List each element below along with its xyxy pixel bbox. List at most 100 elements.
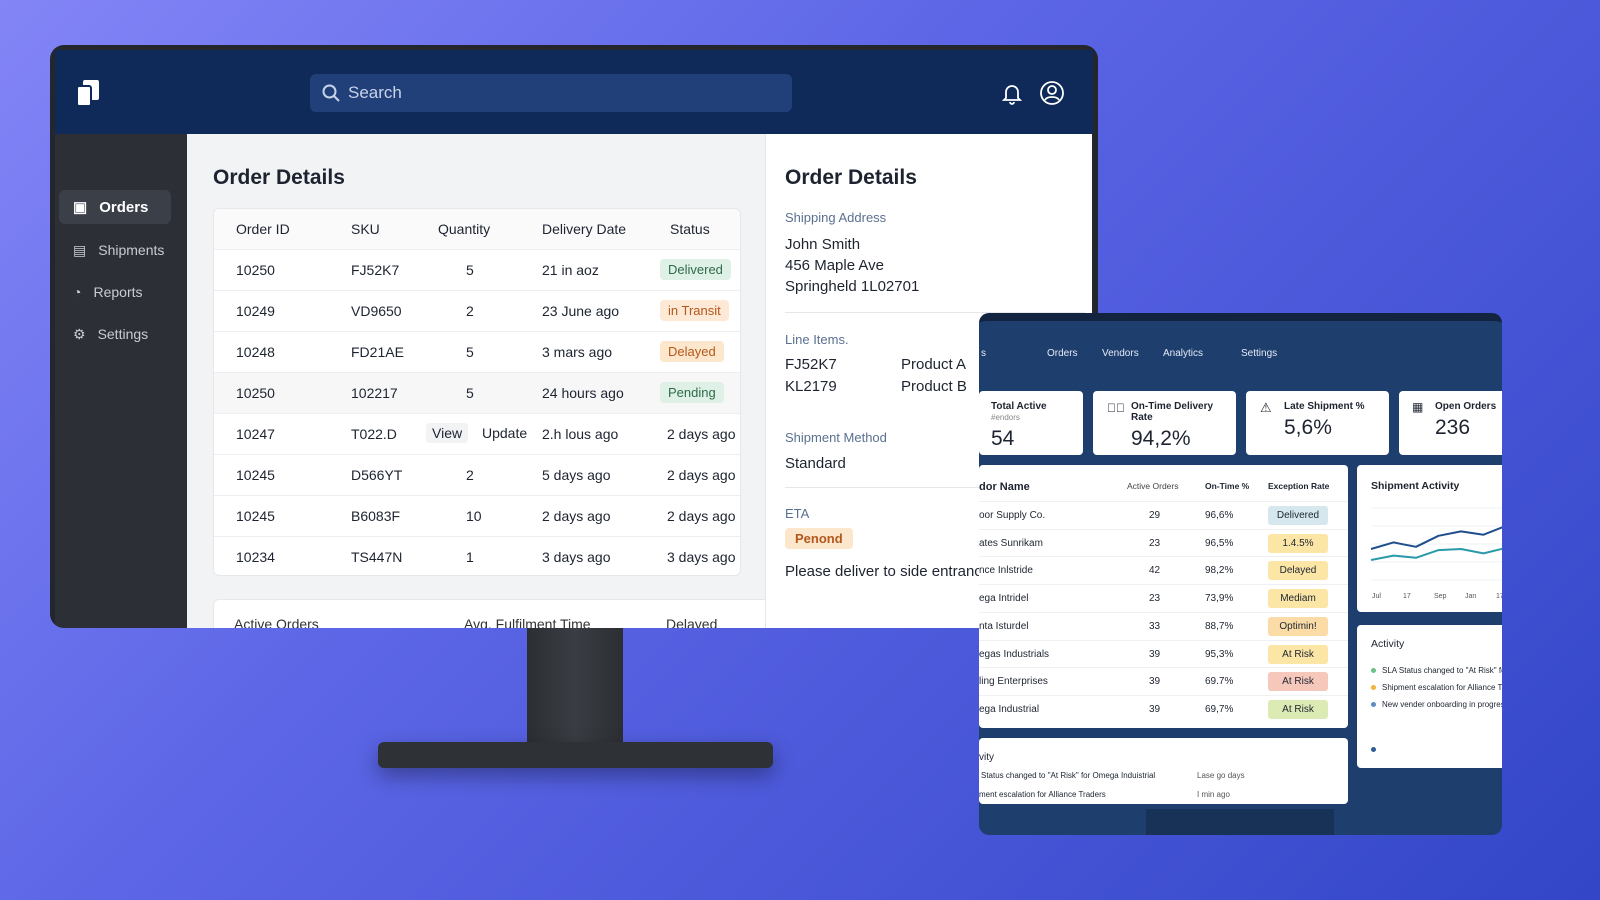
order-id: 10250	[236, 262, 275, 278]
series-line	[1370, 526, 1502, 550]
bell-icon[interactable]	[1002, 83, 1022, 105]
delivery-date: 24 hours ago	[542, 385, 624, 401]
vendor-row[interactable]: oor Supply Co. 29 96,6% Delivered	[979, 501, 1348, 529]
line-item-sku: FJ52K7	[785, 356, 837, 373]
vendor-row[interactable]: nta Isturdel 33 88,7% Optimin!	[979, 611, 1348, 640]
status-text: 2 days ago	[667, 508, 736, 524]
on-time-percent: 95,3%	[1205, 648, 1234, 660]
activity-title: vity	[979, 752, 994, 763]
shipping-address: John Smith 456 Maple Ave Springheld 1L02…	[785, 234, 919, 297]
vendor-row[interactable]: ling Enterprises 39 69.7% At Risk	[979, 667, 1348, 695]
orders-table: Order ID SKU Quantity Delivery Date Status 1…	[213, 208, 741, 576]
order-id: 10234	[236, 549, 275, 565]
shipping-label: Shipping Address	[785, 210, 887, 225]
shipment-activity-chart: Shipment Activity Jul 17 Sep Jan 17	[1357, 465, 1502, 612]
sku: B6083F	[351, 508, 401, 524]
nav-settings[interactable]: Settings	[1241, 348, 1278, 359]
on-time-percent: 96,5%	[1205, 537, 1234, 549]
delivery-date: 2.h lous ago	[542, 426, 619, 442]
kpi-title: Total Active	[991, 401, 1047, 412]
column-header: Status	[670, 221, 710, 237]
activity-text: Shipment escalation for Alliance Traders	[1382, 683, 1502, 692]
bottom-activity-card: vity Status changed to "At Risk" for Ome…	[979, 738, 1348, 804]
nav-analytics[interactable]: Analytics	[1163, 348, 1204, 359]
table-header: Order ID SKU Quantity Delivery Date Status	[214, 209, 740, 250]
sidebar-item-settings[interactable]: ⚙ Settings	[73, 325, 149, 343]
active-orders: 39	[1149, 703, 1161, 715]
user-avatar-icon[interactable]	[1040, 81, 1064, 105]
order-id: 10247	[236, 426, 275, 442]
quantity: 1	[466, 549, 474, 565]
column-header: Order ID	[236, 221, 290, 237]
quantity: 2	[466, 303, 474, 319]
vendor-row[interactable]: egas Industrials 39 95,3% At Risk	[979, 639, 1348, 668]
delivery-date: 5 days ago	[542, 467, 611, 483]
on-time-percent: 88,7%	[1205, 620, 1234, 632]
x-tick-label: 17	[1496, 593, 1502, 600]
status-badge: in Transit	[660, 300, 729, 321]
vendor-row[interactable]: nce Inlstride 42 98,2% Delayed	[979, 556, 1348, 584]
desktop-monitor: Search ▣ Orders ▤ Shipments ◔ Reports ⚙ Sett…	[50, 45, 1098, 628]
table-row[interactable]: 10250 FJ52K7 5 21 in aoz Delivered	[214, 249, 740, 290]
exception-badge: Optimin!	[1268, 616, 1328, 636]
vendor-row[interactable]: ega Intridel 23 73,9% Mediam	[979, 584, 1348, 612]
search-input[interactable]: Search	[310, 74, 792, 112]
vendor-row[interactable]: ega Industrial 39 69,7% At Risk	[979, 694, 1348, 723]
stat-avg-fulfilment: Avg. Fulfilment Time	[464, 616, 591, 628]
table-row[interactable]: 10248 FD21AE 5 3 mars ago Delayed	[214, 331, 740, 372]
active-orders: 33	[1149, 620, 1161, 632]
stats-bar: Active Orders Avg. Fulfilment Time Delay…	[213, 599, 773, 628]
column-header: Exception Rate	[1268, 481, 1330, 491]
activity-time: I min ago	[1197, 790, 1230, 799]
pie-chart-icon: ◔	[73, 284, 82, 300]
sidebar-item-shipments[interactable]: ▤ Shipments	[73, 241, 165, 259]
status-badge: Delivered	[660, 259, 731, 280]
status-text: 2 days ago	[667, 467, 736, 483]
quantity: 10	[466, 508, 482, 524]
table-row[interactable]: 10245 D566YT 2 5 days ago 2 days ago	[214, 454, 740, 495]
eta-label: ETA	[785, 506, 810, 521]
sidebar: ▣ Orders ▤ Shipments ◔ Reports ⚙ Settings	[55, 134, 187, 628]
active-orders: 39	[1149, 676, 1161, 688]
table-row[interactable]: 10245 B6083F 10 2 days ago 2 days ago	[214, 495, 740, 536]
nav-vendors[interactable]: Vendors	[1102, 348, 1139, 359]
kpi-open-orders: ▦ Open Orders 236	[1399, 391, 1502, 455]
order-id: 10250	[236, 385, 275, 401]
gear-icon: ⚙	[73, 325, 86, 342]
sidebar-item-orders[interactable]: ▣ Orders	[59, 190, 171, 224]
nav-item-partial[interactable]: s	[981, 348, 986, 359]
sku: D566YT	[351, 467, 403, 483]
sidebar-item-reports[interactable]: ◔ Reports	[73, 284, 143, 300]
pager-dot[interactable]	[1371, 747, 1376, 752]
on-time-percent: 69.7%	[1205, 676, 1234, 688]
page-title: Order Details	[213, 166, 345, 189]
top-bar: Search	[55, 50, 1093, 134]
column-header: On-Time %	[1205, 481, 1250, 491]
activity-text: ment escalation for Alliance Traders	[979, 790, 1106, 799]
nav-orders[interactable]: Orders	[1047, 348, 1078, 359]
on-time-percent: 98,2%	[1205, 565, 1234, 577]
vendor-name: nce Inlstride	[979, 565, 1033, 577]
table-row[interactable]: 10250 102217 5 24 hours ago Pending	[214, 372, 740, 413]
on-time-percent: 96,6%	[1205, 510, 1234, 521]
sku: T022.D	[351, 426, 397, 442]
sku: FJ52K7	[351, 262, 400, 278]
eta-badge: Penond	[785, 528, 853, 549]
view-button[interactable]: View	[426, 423, 469, 443]
kpi-subtitle: #endors	[991, 413, 1020, 422]
clipboard-icon: ▦	[1412, 400, 1424, 414]
kpi-value: 5,6%	[1284, 416, 1332, 439]
main-content: Order Details Order ID SKU Quantity Deliver…	[187, 134, 773, 628]
vendor-name: egas Industrials	[979, 648, 1050, 660]
table-row[interactable]: 10234 TS447N 1 3 days ago 3 days ago	[214, 536, 740, 575]
column-header: Quantity	[438, 221, 491, 237]
kpi-title: Open Orders	[1435, 401, 1497, 412]
quantity: 5	[466, 385, 474, 401]
active-orders: 29	[1149, 510, 1161, 521]
vendor-row[interactable]: ates Sunrikam 23 96,5% 1.4.5%	[979, 528, 1348, 557]
search-icon	[322, 84, 340, 102]
update-button[interactable]: Update	[482, 425, 528, 441]
chart-plot: Jul 17 Sep Jan 17	[1370, 507, 1502, 600]
table-row[interactable]: 10249 VD9650 2 23 June ago in Transit	[214, 290, 740, 331]
table-row[interactable]: 10247 T022.D View Update 2.h lous ago 2 days…	[214, 413, 740, 454]
